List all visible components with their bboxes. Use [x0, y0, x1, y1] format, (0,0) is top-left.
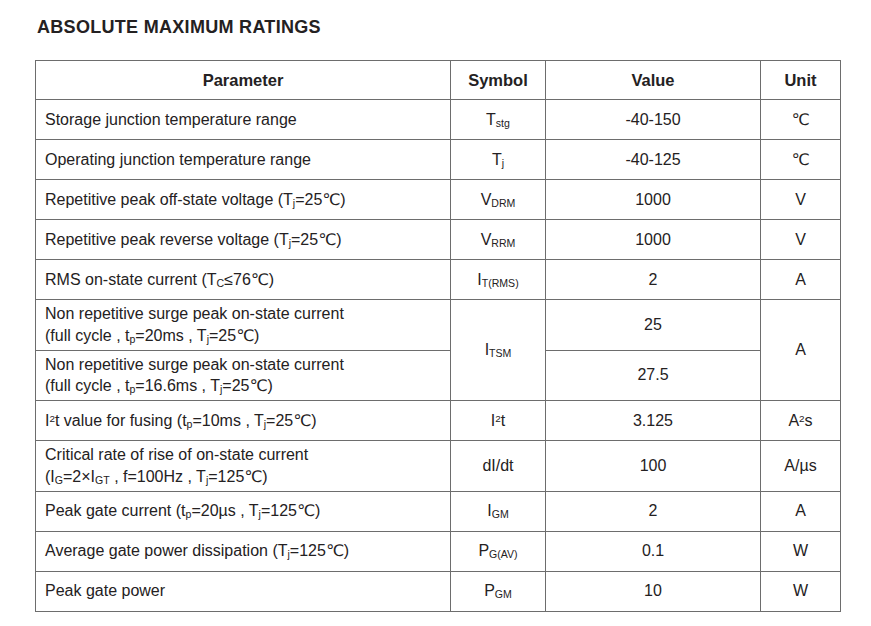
table-row: Non repetitive surge peak on-state curre… — [36, 350, 841, 401]
table-row: Peak gate current (tp=20µs , Tj=125℃)IGM… — [36, 491, 841, 531]
cell-value: 3.125 — [546, 401, 761, 441]
table-row: Repetitive peak off-state voltage (Tj=25… — [36, 180, 841, 220]
cell-value: 2 — [546, 491, 761, 531]
cell-unit: A2s — [761, 401, 841, 441]
cell-parameter: Critical rate of rise of on-state curren… — [36, 441, 451, 492]
cell-value: -40-150 — [546, 100, 761, 140]
col-header-unit: Unit — [761, 61, 841, 100]
table-row: Critical rate of rise of on-state curren… — [36, 441, 841, 492]
cell-symbol: Tstg — [451, 100, 546, 140]
cell-symbol: ITSM — [451, 300, 546, 401]
col-header-parameter: Parameter — [36, 61, 451, 100]
cell-parameter: Repetitive peak off-state voltage (Tj=25… — [36, 180, 451, 220]
cell-parameter: Peak gate power — [36, 571, 451, 611]
cell-unit: ℃ — [761, 140, 841, 180]
cell-symbol: VRRM — [451, 220, 546, 260]
cell-unit: A — [761, 491, 841, 531]
cell-symbol: PGM — [451, 571, 546, 611]
table-row: Non repetitive surge peak on-state curre… — [36, 300, 841, 351]
table-row: RMS on-state current (TC≤76℃)IT(RMS)2A — [36, 260, 841, 300]
table-row: Operating junction temperature rangeTj-4… — [36, 140, 841, 180]
cell-value: 100 — [546, 441, 761, 492]
cell-unit: V — [761, 220, 841, 260]
cell-unit: ℃ — [761, 100, 841, 140]
cell-parameter: Non repetitive surge peak on-state curre… — [36, 350, 451, 401]
cell-parameter: I2t value for fusing (tp=10ms , Tj=25℃) — [36, 401, 451, 441]
ratings-table: Parameter Symbol Value Unit Storage junc… — [35, 60, 841, 612]
cell-symbol: dI/dt — [451, 441, 546, 492]
cell-value: 0.1 — [546, 531, 761, 571]
cell-unit: A/µs — [761, 441, 841, 492]
table-row: Peak gate powerPGM10W — [36, 571, 841, 611]
cell-parameter: Repetitive peak reverse voltage (Tj=25℃) — [36, 220, 451, 260]
datasheet-page: ABSOLUTE MAXIMUM RATINGS Parameter Symbo… — [0, 0, 871, 612]
table-row: Storage junction temperature rangeTstg-4… — [36, 100, 841, 140]
cell-parameter: RMS on-state current (TC≤76℃) — [36, 260, 451, 300]
table-row: Repetitive peak reverse voltage (Tj=25℃)… — [36, 220, 841, 260]
table-row: Average gate power dissipation (Tj=125℃)… — [36, 531, 841, 571]
cell-value: 1000 — [546, 220, 761, 260]
cell-value: 10 — [546, 571, 761, 611]
cell-value: -40-125 — [546, 140, 761, 180]
cell-unit: A — [761, 300, 841, 401]
cell-parameter: Non repetitive surge peak on-state curre… — [36, 300, 451, 351]
cell-value: 25 — [546, 300, 761, 351]
cell-parameter: Peak gate current (tp=20µs , Tj=125℃) — [36, 491, 451, 531]
section-title: ABSOLUTE MAXIMUM RATINGS — [37, 17, 845, 38]
cell-symbol: Tj — [451, 140, 546, 180]
ratings-table-body: Storage junction temperature rangeTstg-4… — [36, 100, 841, 612]
ratings-table-head: Parameter Symbol Value Unit — [36, 61, 841, 100]
cell-unit: A — [761, 260, 841, 300]
cell-symbol: PG(AV) — [451, 531, 546, 571]
cell-unit: W — [761, 531, 841, 571]
cell-value: 2 — [546, 260, 761, 300]
header-row: Parameter Symbol Value Unit — [36, 61, 841, 100]
col-header-value: Value — [546, 61, 761, 100]
cell-symbol: I2t — [451, 401, 546, 441]
cell-value: 27.5 — [546, 350, 761, 401]
cell-symbol: VDRM — [451, 180, 546, 220]
cell-parameter: Storage junction temperature range — [36, 100, 451, 140]
col-header-symbol: Symbol — [451, 61, 546, 100]
cell-unit: W — [761, 571, 841, 611]
cell-unit: V — [761, 180, 841, 220]
cell-parameter: Average gate power dissipation (Tj=125℃) — [36, 531, 451, 571]
cell-symbol: IGM — [451, 491, 546, 531]
cell-parameter: Operating junction temperature range — [36, 140, 451, 180]
table-row: I2t value for fusing (tp=10ms , Tj=25℃)I… — [36, 401, 841, 441]
cell-symbol: IT(RMS) — [451, 260, 546, 300]
cell-value: 1000 — [546, 180, 761, 220]
